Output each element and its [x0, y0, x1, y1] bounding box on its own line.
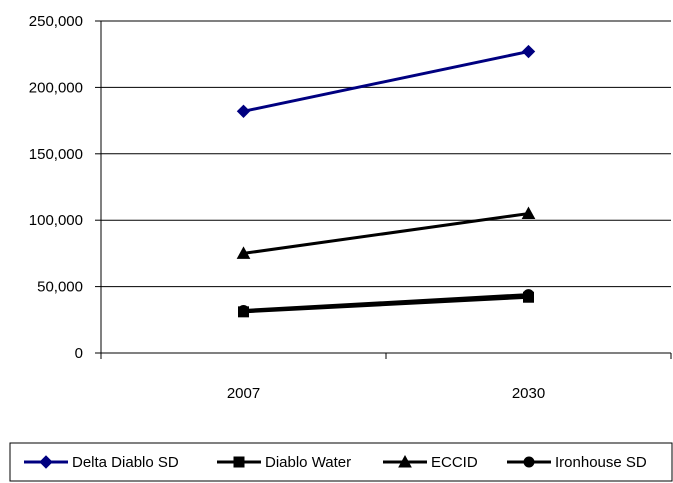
legend-label: Delta Diablo SD [72, 454, 179, 471]
legend-item: Delta Diablo SD [24, 454, 179, 471]
series-delta-diablo-sd [236, 44, 536, 119]
data-point-triangle [521, 206, 536, 220]
legend-item: Ironhouse SD [507, 454, 647, 471]
legend-label: Ironhouse SD [555, 454, 647, 471]
legend-marker-square [233, 456, 245, 468]
y-tick-label: 250,000 [29, 13, 83, 30]
data-point-diamond [521, 44, 536, 59]
legend-item: ECCID [383, 454, 478, 471]
series-line [243, 295, 529, 314]
x-axis-ticks: 2007 2030 [100, 353, 672, 402]
x-tick-label: 2030 [512, 385, 545, 402]
legend: Delta Diablo SD Diablo Water ECCID Ironhous… [9, 442, 673, 482]
data-point-diamond [236, 104, 251, 119]
legend-item: Diablo Water [217, 454, 351, 471]
y-tick-label: 150,000 [29, 146, 83, 163]
y-tick-label: 0 [75, 345, 83, 362]
legend-marker-circle [523, 456, 535, 468]
gridlines [101, 20, 671, 288]
y-tick-label: 100,000 [29, 212, 83, 229]
legend-label: ECCID [431, 454, 478, 471]
data-point-circle [238, 305, 249, 317]
data-point-triangle [236, 246, 251, 259]
x-tick-label: 2007 [227, 385, 260, 402]
series-line [243, 50, 529, 113]
legend-label: Diablo Water [265, 454, 351, 471]
legend-box [9, 442, 673, 482]
series-line [243, 293, 529, 313]
data-point-circle [523, 289, 534, 301]
y-tick-label: 50,000 [37, 279, 83, 296]
legend-marker-diamond [39, 455, 53, 469]
y-tick-label: 200,000 [29, 79, 83, 96]
series-eccid [236, 206, 536, 259]
series-ironhouse-sd [238, 289, 534, 317]
y-axis-ticks: 0 50,000 100,000 150,000 200,000 250,000 [29, 13, 101, 362]
series-line [243, 212, 529, 255]
series-layer [236, 44, 536, 318]
legend-marker-triangle [398, 454, 412, 468]
